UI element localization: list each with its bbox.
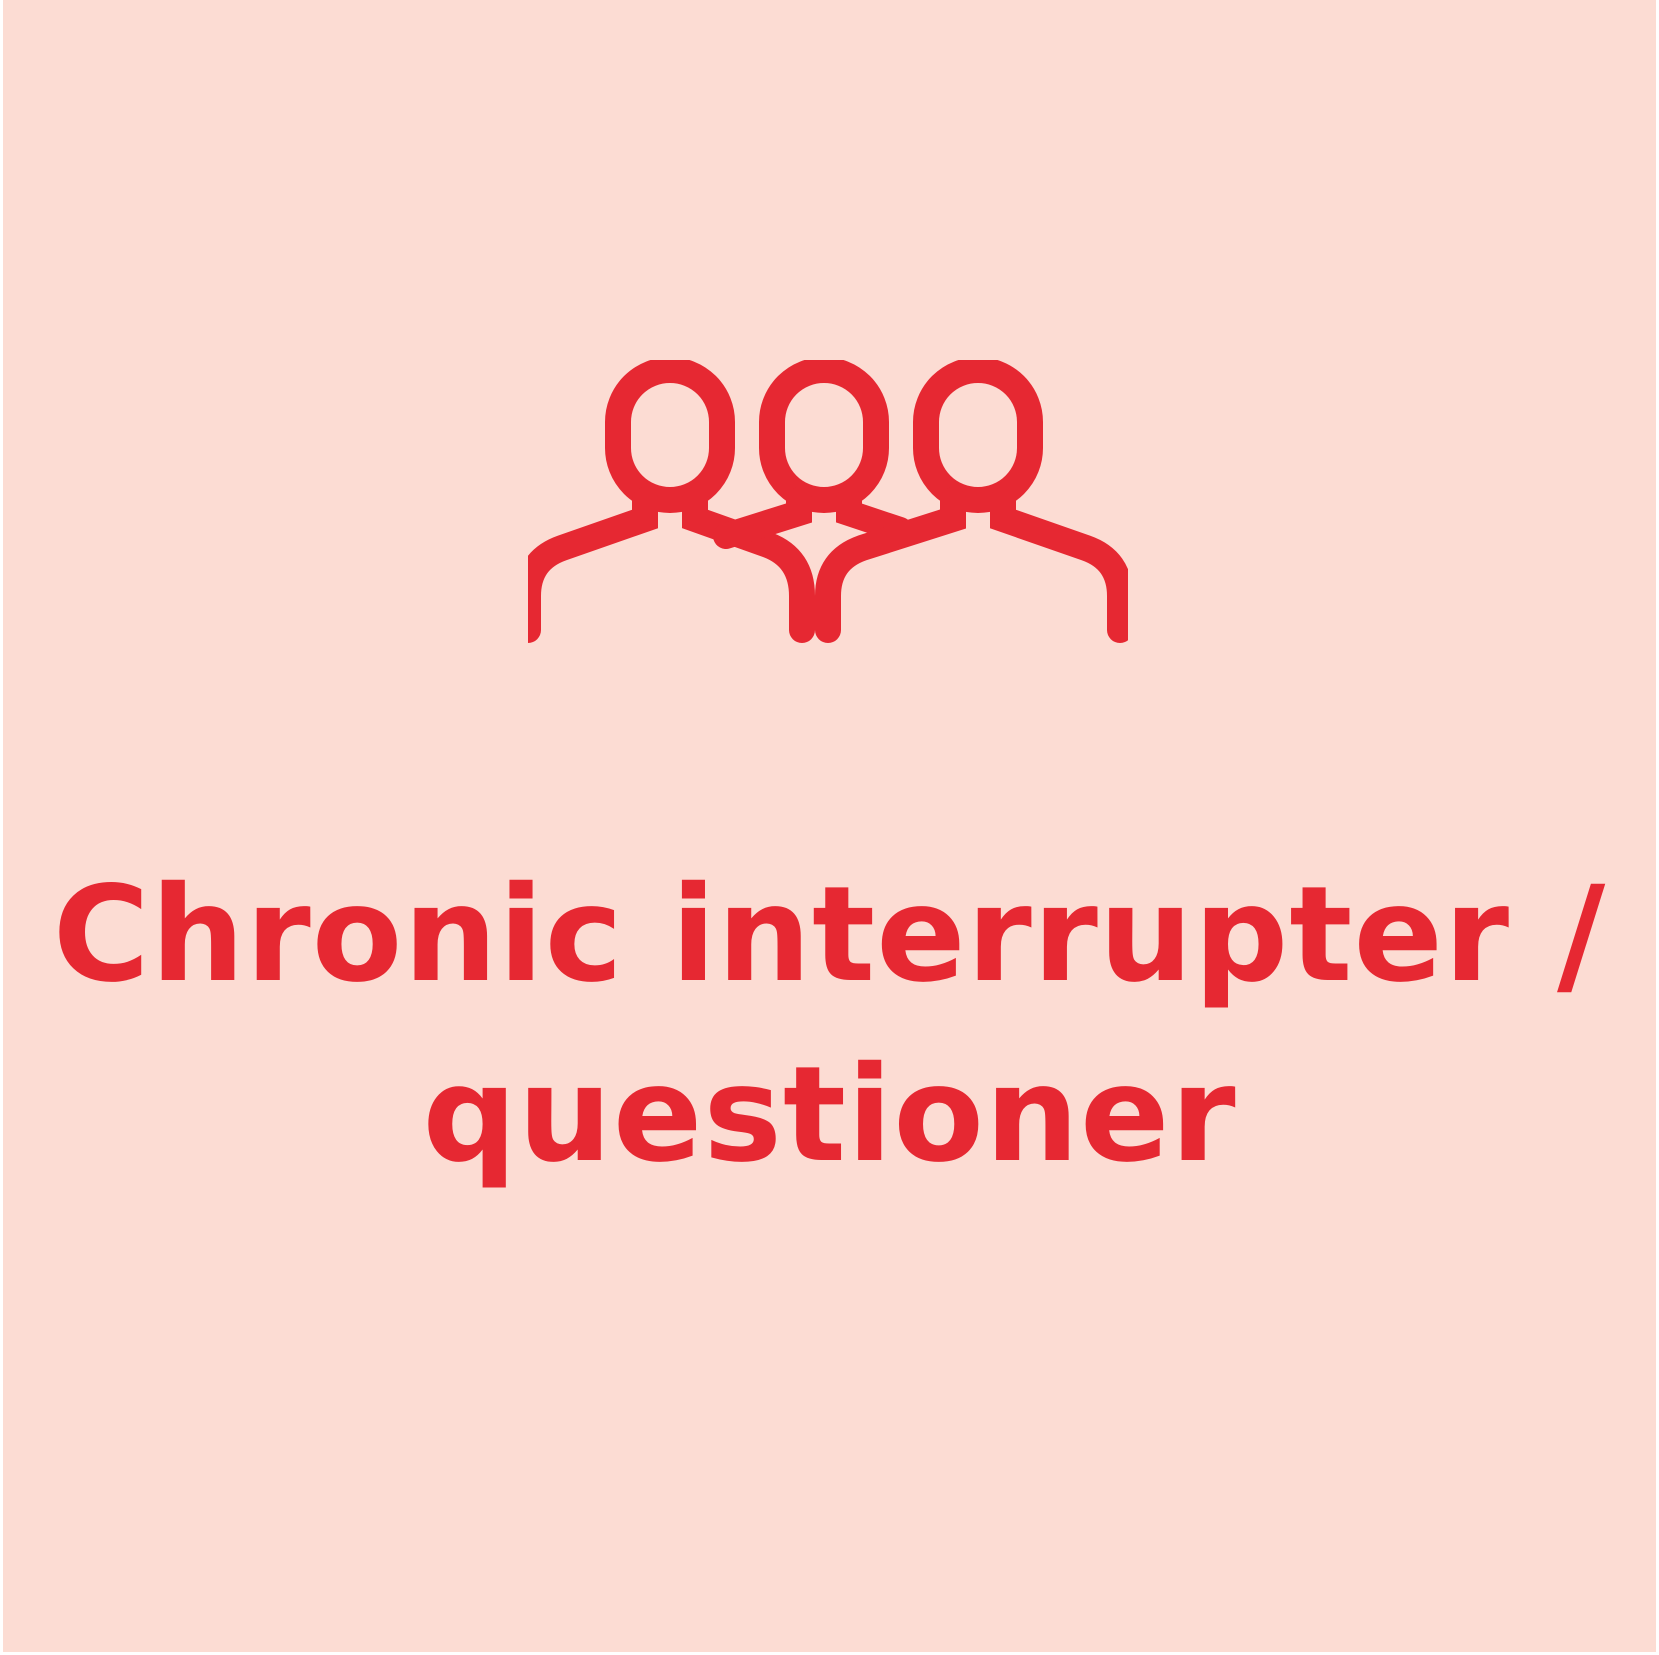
three-people-icon-graphic [528,360,1128,643]
caption-line-1: Chronic interrupter / [52,858,1607,1012]
person-middle-head [759,360,889,513]
topic-card: Chronic interrupter / questioner [3,0,1656,1652]
person-left-body [528,487,815,643]
person-left-head [605,360,735,513]
person-right-body [815,487,1128,643]
person-middle-body [713,487,913,549]
card-caption: Chronic interrupter / questioner [3,845,1656,1205]
person-right-head [913,360,1043,513]
caption-line-2: questioner [422,1038,1237,1192]
three-people-icon [528,360,1128,660]
